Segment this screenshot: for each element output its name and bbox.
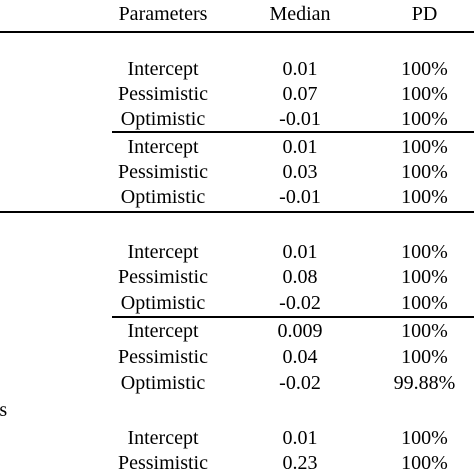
row-11-pd: 100% xyxy=(401,346,448,368)
row-3-parameter: Optimistic xyxy=(120,108,206,130)
row-7-pd: 100% xyxy=(401,241,448,263)
row-3-median: -0.01 xyxy=(279,108,321,130)
header-rule xyxy=(0,31,474,33)
row-13-median: 0.01 xyxy=(282,427,318,449)
row-8-parameter: Pessimistic xyxy=(117,266,208,288)
header-parameters: Parameters xyxy=(118,3,208,25)
row-9-median: -0.02 xyxy=(279,292,321,314)
row-2-pd: 100% xyxy=(401,83,448,105)
row-2-parameter: Pessimistic xyxy=(117,83,208,105)
row-6-pd: 100% xyxy=(401,186,448,208)
row-12-pd: 99.88% xyxy=(393,372,456,394)
row-3-pd: 100% xyxy=(401,108,448,130)
row-13-parameter: Intercept xyxy=(127,427,199,449)
row-2-median: 0.07 xyxy=(282,83,318,105)
row-4-parameter: Intercept xyxy=(127,136,199,158)
row-11-parameter: Pessimistic xyxy=(117,346,208,368)
header-pd: PD xyxy=(411,3,438,25)
row-14-median: 0.23 xyxy=(282,452,318,474)
row-8-median: 0.08 xyxy=(282,266,318,288)
row-10-median: 0.009 xyxy=(277,320,323,342)
row-11-median: 0.04 xyxy=(282,346,318,368)
row-8-pd: 100% xyxy=(401,266,448,288)
row-14-pd: 100% xyxy=(401,452,448,474)
row-5-pd: 100% xyxy=(401,161,448,183)
row-13-pd: 100% xyxy=(401,427,448,449)
row-4-median: 0.01 xyxy=(282,136,318,158)
row-1-parameter: Intercept xyxy=(127,58,199,80)
row-9-parameter: Optimistic xyxy=(120,292,206,314)
row-10-parameter: Intercept xyxy=(127,320,199,342)
row-9-pd: 100% xyxy=(401,292,448,314)
row-12-parameter: Optimistic xyxy=(120,372,206,394)
row-14-parameter: Pessimistic xyxy=(117,452,208,474)
row-7-median: 0.01 xyxy=(282,241,318,263)
group-separator-rule xyxy=(112,131,474,133)
group-separator-rule xyxy=(112,316,474,318)
row-1-pd: 100% xyxy=(401,58,448,80)
row-4-pd: 100% xyxy=(401,136,448,158)
row-6-parameter: Optimistic xyxy=(120,186,206,208)
row-6-median: -0.01 xyxy=(279,186,321,208)
row-12-median: -0.02 xyxy=(279,372,321,394)
row-5-median: 0.03 xyxy=(282,161,318,183)
header-median: Median xyxy=(269,3,331,25)
row-10-pd: 100% xyxy=(401,320,448,342)
section-label: sis xyxy=(0,399,8,421)
row-5-parameter: Pessimistic xyxy=(117,161,208,183)
row-7-parameter: Intercept xyxy=(127,241,199,263)
row-1-median: 0.01 xyxy=(282,58,318,80)
section-rule xyxy=(0,211,474,213)
